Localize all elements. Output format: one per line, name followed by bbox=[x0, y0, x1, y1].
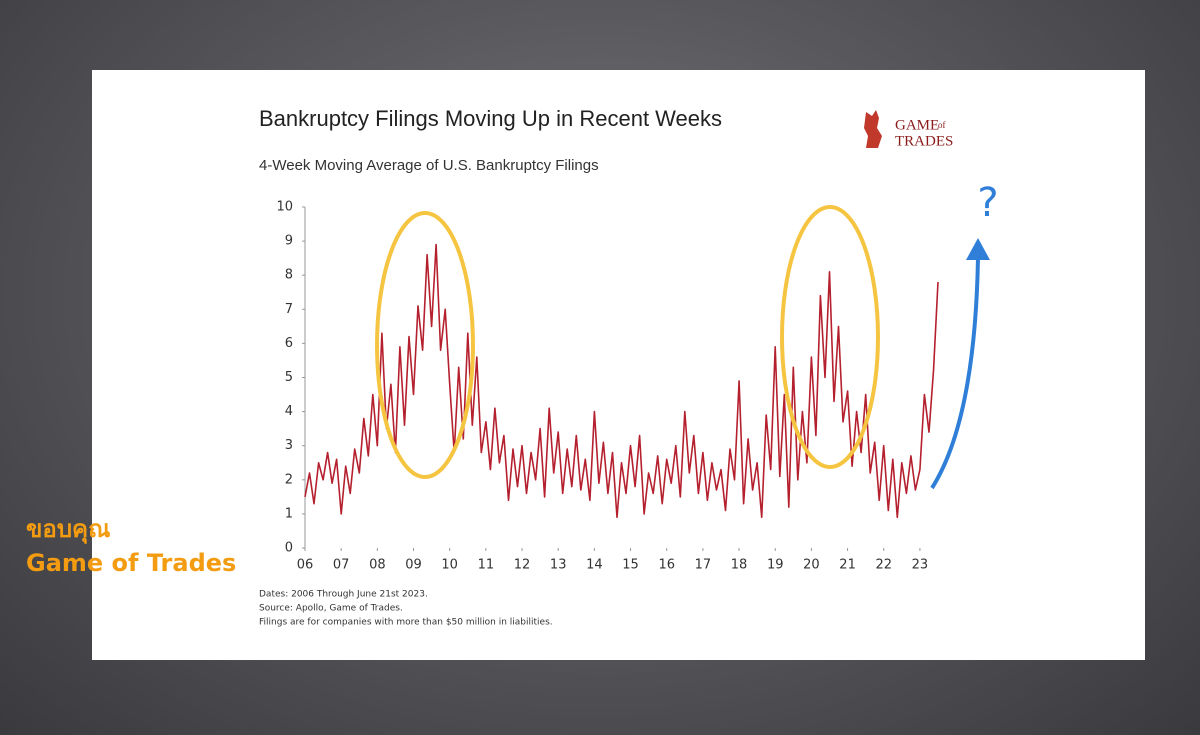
logo-small: of bbox=[938, 120, 946, 130]
chart-title: Bankruptcy Filings Moving Up in Recent W… bbox=[259, 106, 722, 131]
y-tick-label: 8 bbox=[285, 268, 293, 283]
y-tick-label: 5 bbox=[285, 370, 293, 385]
logo-bottom: TRADES bbox=[895, 133, 953, 149]
x-tick-label: 16 bbox=[658, 558, 675, 573]
y-tick-label: 3 bbox=[285, 438, 293, 453]
x-tick-label: 13 bbox=[550, 558, 567, 573]
x-tick-label: 22 bbox=[875, 558, 892, 573]
logo: GAME of TRADES bbox=[864, 110, 953, 149]
x-tick-label: 20 bbox=[803, 558, 820, 573]
trend-arrow bbox=[930, 257, 980, 490]
note: Dates: 2006 Through June 21st 2023. bbox=[259, 590, 428, 600]
x-tick-label: 21 bbox=[839, 558, 856, 573]
y-tick-label: 4 bbox=[285, 404, 293, 419]
x-tick-label: 19 bbox=[767, 558, 784, 573]
note: Filings are for companies with more than… bbox=[259, 618, 553, 628]
y-tick-label: 2 bbox=[285, 472, 293, 487]
x-tick-label: 23 bbox=[912, 558, 929, 573]
y-tick-label: 10 bbox=[276, 200, 293, 215]
card bbox=[92, 70, 1145, 660]
x-tick-label: 11 bbox=[478, 558, 495, 573]
logo-top: GAME bbox=[895, 117, 939, 133]
y-tick-label: 0 bbox=[285, 541, 293, 556]
x-tick-label: 10 bbox=[441, 558, 458, 573]
x-tick-label: 12 bbox=[514, 558, 531, 573]
note: Source: Apollo, Game of Trades. bbox=[259, 604, 403, 614]
x-tick-label: 15 bbox=[622, 558, 639, 573]
arrow-head bbox=[966, 238, 990, 260]
y-tick-label: 7 bbox=[285, 302, 293, 317]
x-tick-label: 14 bbox=[586, 558, 603, 573]
y-tick-label: 9 bbox=[285, 234, 293, 249]
x-tick-label: 18 bbox=[731, 558, 748, 573]
y-tick-label: 1 bbox=[285, 506, 293, 521]
overlay-credit: Game of Trades bbox=[26, 549, 236, 577]
chart-subtitle: 4-Week Moving Average of U.S. Bankruptcy… bbox=[259, 157, 599, 174]
highlight-ellipse bbox=[375, 211, 475, 479]
y-tick-label: 6 bbox=[285, 336, 293, 351]
data-line bbox=[304, 243, 939, 519]
x-tick-label: 07 bbox=[333, 558, 350, 573]
x-tick-label: 09 bbox=[405, 558, 422, 573]
overlay-thanks: ขอบคุณ bbox=[26, 515, 110, 545]
x-tick-label: 08 bbox=[369, 558, 386, 573]
annotation: ? bbox=[977, 180, 998, 226]
x-tick-label: 06 bbox=[297, 558, 314, 573]
x-tick-label: 17 bbox=[695, 558, 712, 573]
logo-icon bbox=[864, 110, 882, 148]
highlight-ellipse bbox=[780, 205, 880, 469]
